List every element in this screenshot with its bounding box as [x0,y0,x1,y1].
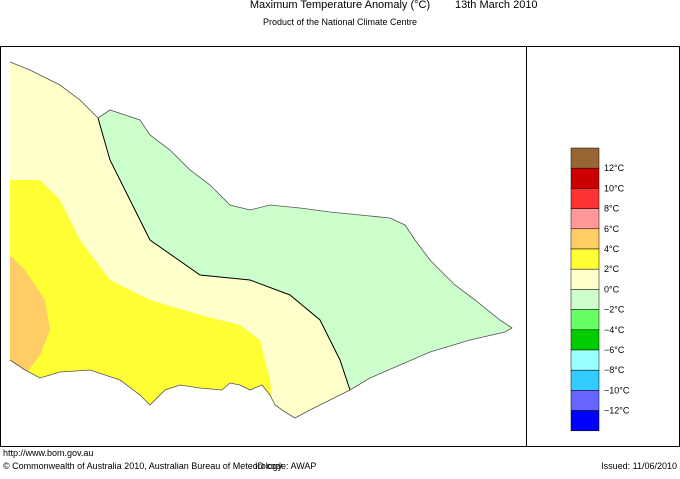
legend-label: 8°C [604,204,620,214]
legend-swatch [570,390,600,411]
legend-label: 12°C [604,163,625,173]
legend-swatch [570,268,600,290]
footer-copyright: © Commonwealth of Australia 2010, Austra… [3,461,283,471]
legend-swatch [570,208,600,230]
legend-frame [526,46,680,447]
legend-swatch [570,228,600,250]
legend-label: −2°C [604,305,625,315]
contour-0 [97,117,351,391]
legend-swatch [570,167,600,189]
legend-swatch [570,410,600,432]
subtitle: Product of the National Climate Centre [263,17,417,27]
footer-id: ID code: AWAP [255,461,316,471]
legend-swatch [570,188,600,209]
legend-swatch [570,309,600,331]
legend-label: 4°C [604,244,620,254]
legend-label: −8°C [604,365,625,375]
region-2-4 [10,180,275,418]
footer-url: http://www.bom.gov.au [3,448,93,458]
legend-label: 0°C [604,284,620,294]
region-4-6 [10,245,50,380]
footer-issued: Issued: 11/06/2010 [601,461,677,471]
legend-label: 2°C [604,264,620,274]
legend-swatch [570,248,600,270]
legend-swatch [570,289,600,310]
legend-swatch [570,349,600,371]
coastline [9,61,513,419]
title: Maximum Temperature Anomaly (°C) [250,0,430,11]
legend-label: −6°C [604,345,625,355]
legend-swatch [570,147,600,169]
legend-swatch [570,329,600,351]
legend: 12°C 10°C 8°C 6°C 4°C 2°C 0°C −2°C −4°C −6°C −8°C −… [570,147,630,432]
map [10,62,512,418]
legend-label: −10°C [604,385,630,395]
legend-label: 10°C [604,183,625,193]
legend-label: −12°C [604,406,630,416]
legend-label: 6°C [604,224,620,234]
legend-label: −4°C [604,325,625,335]
legend-swatch [570,369,600,391]
date: 13th March 2010 [455,0,538,11]
